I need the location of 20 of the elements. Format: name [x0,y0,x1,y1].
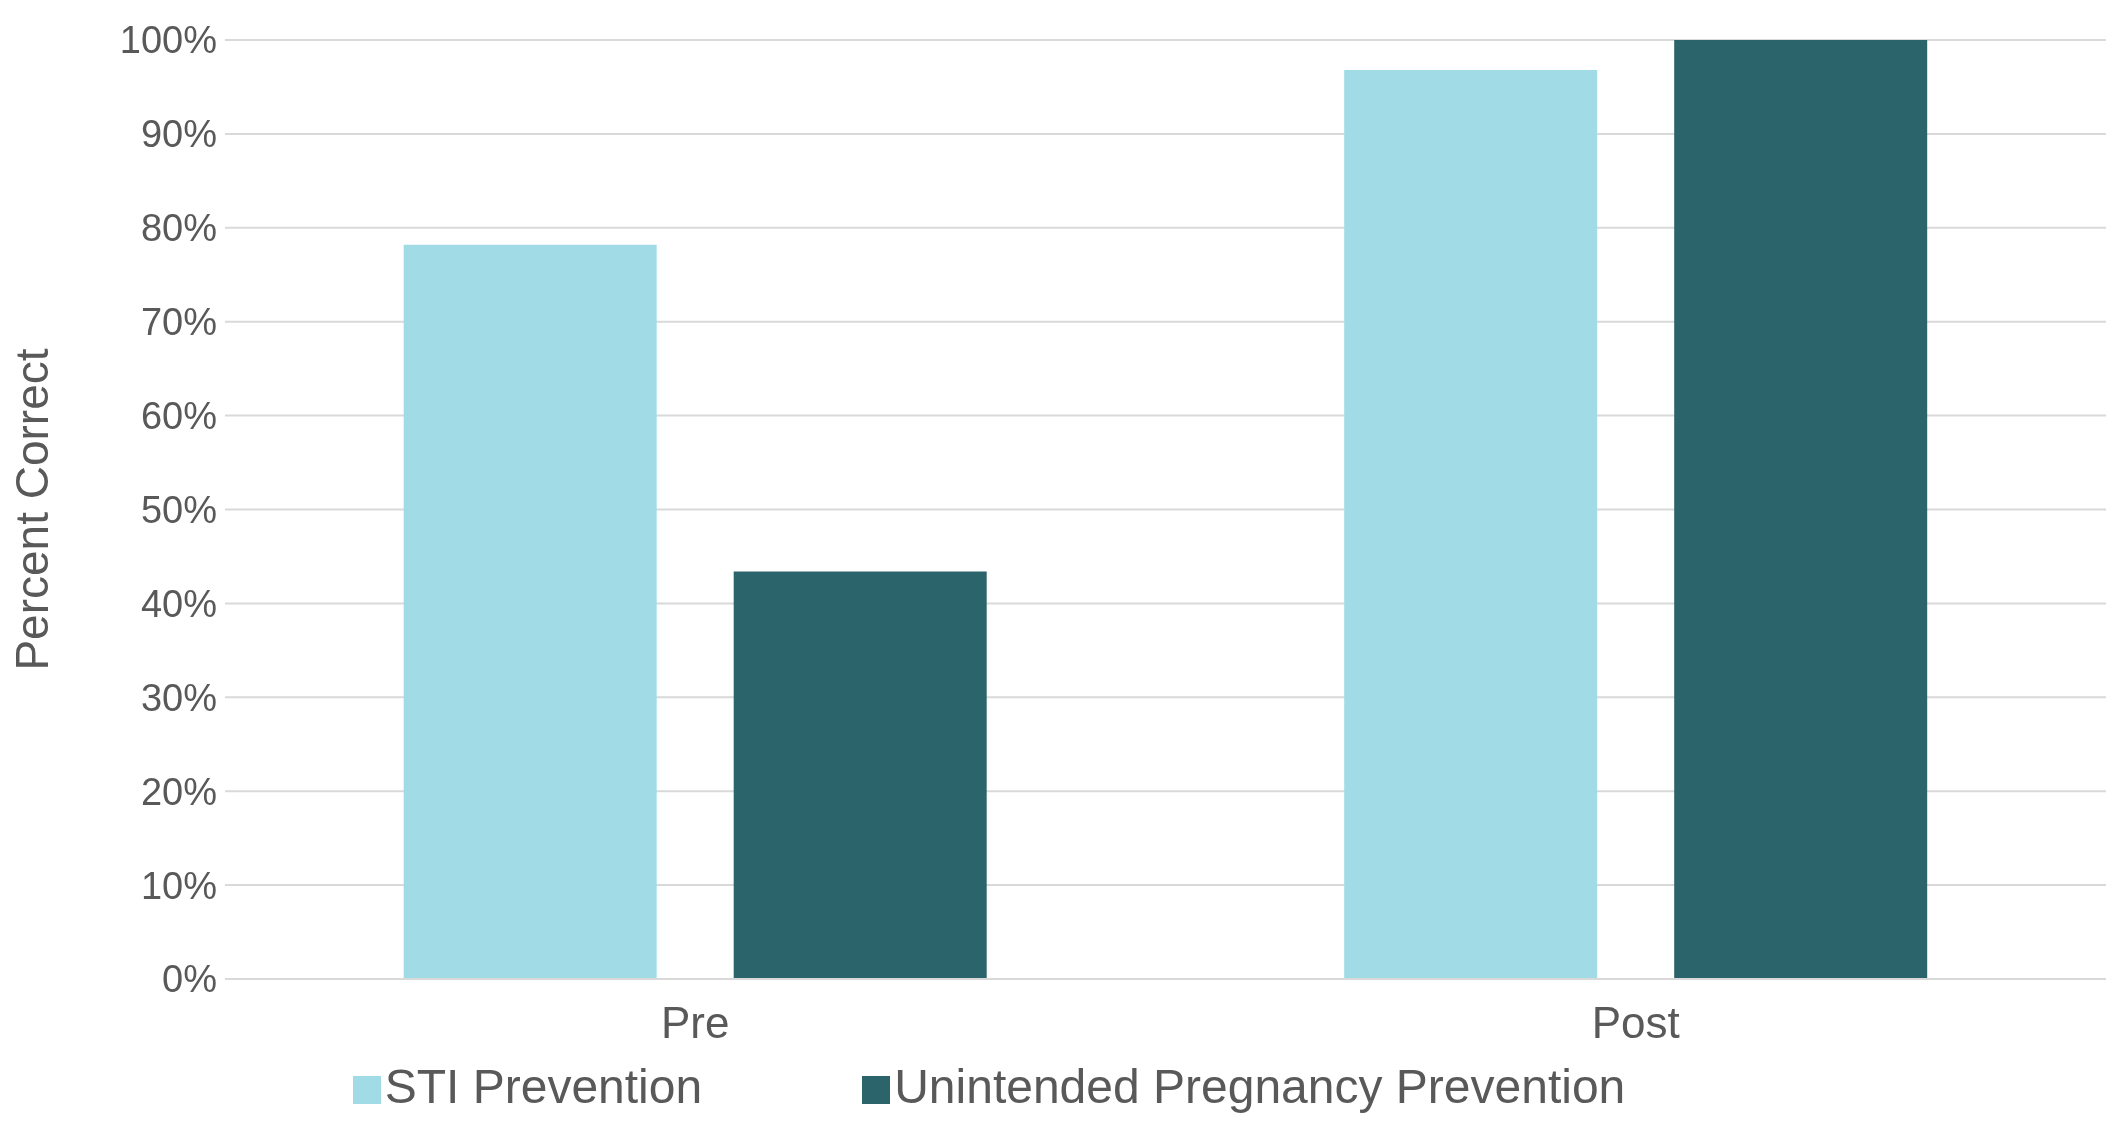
bar [733,571,987,979]
x-tick-label: Post [1591,998,1680,1048]
y-tick-label: 30% [140,676,217,719]
y-tick-label: 100% [119,19,217,62]
y-tick-label: 20% [140,770,217,813]
bar [1674,40,1928,979]
y-tick-label: 0% [162,958,217,1001]
legend-label: Unintended Pregnancy Prevention [894,1060,1626,1113]
x-tick-label: Pre [661,998,730,1048]
y-tick-label: 10% [140,864,217,907]
y-tick-label: 70% [140,301,217,344]
y-tick-label: 90% [140,113,217,156]
y-tick-label: 60% [140,395,217,438]
bar [403,244,657,979]
y-tick-label: 50% [140,488,217,531]
bar [1344,70,1598,979]
y-axis-title: Percent Correct [6,348,59,671]
y-tick-label: 80% [140,207,217,250]
y-tick-label: 40% [140,582,217,625]
legend-label: STI Prevention [384,1060,703,1113]
